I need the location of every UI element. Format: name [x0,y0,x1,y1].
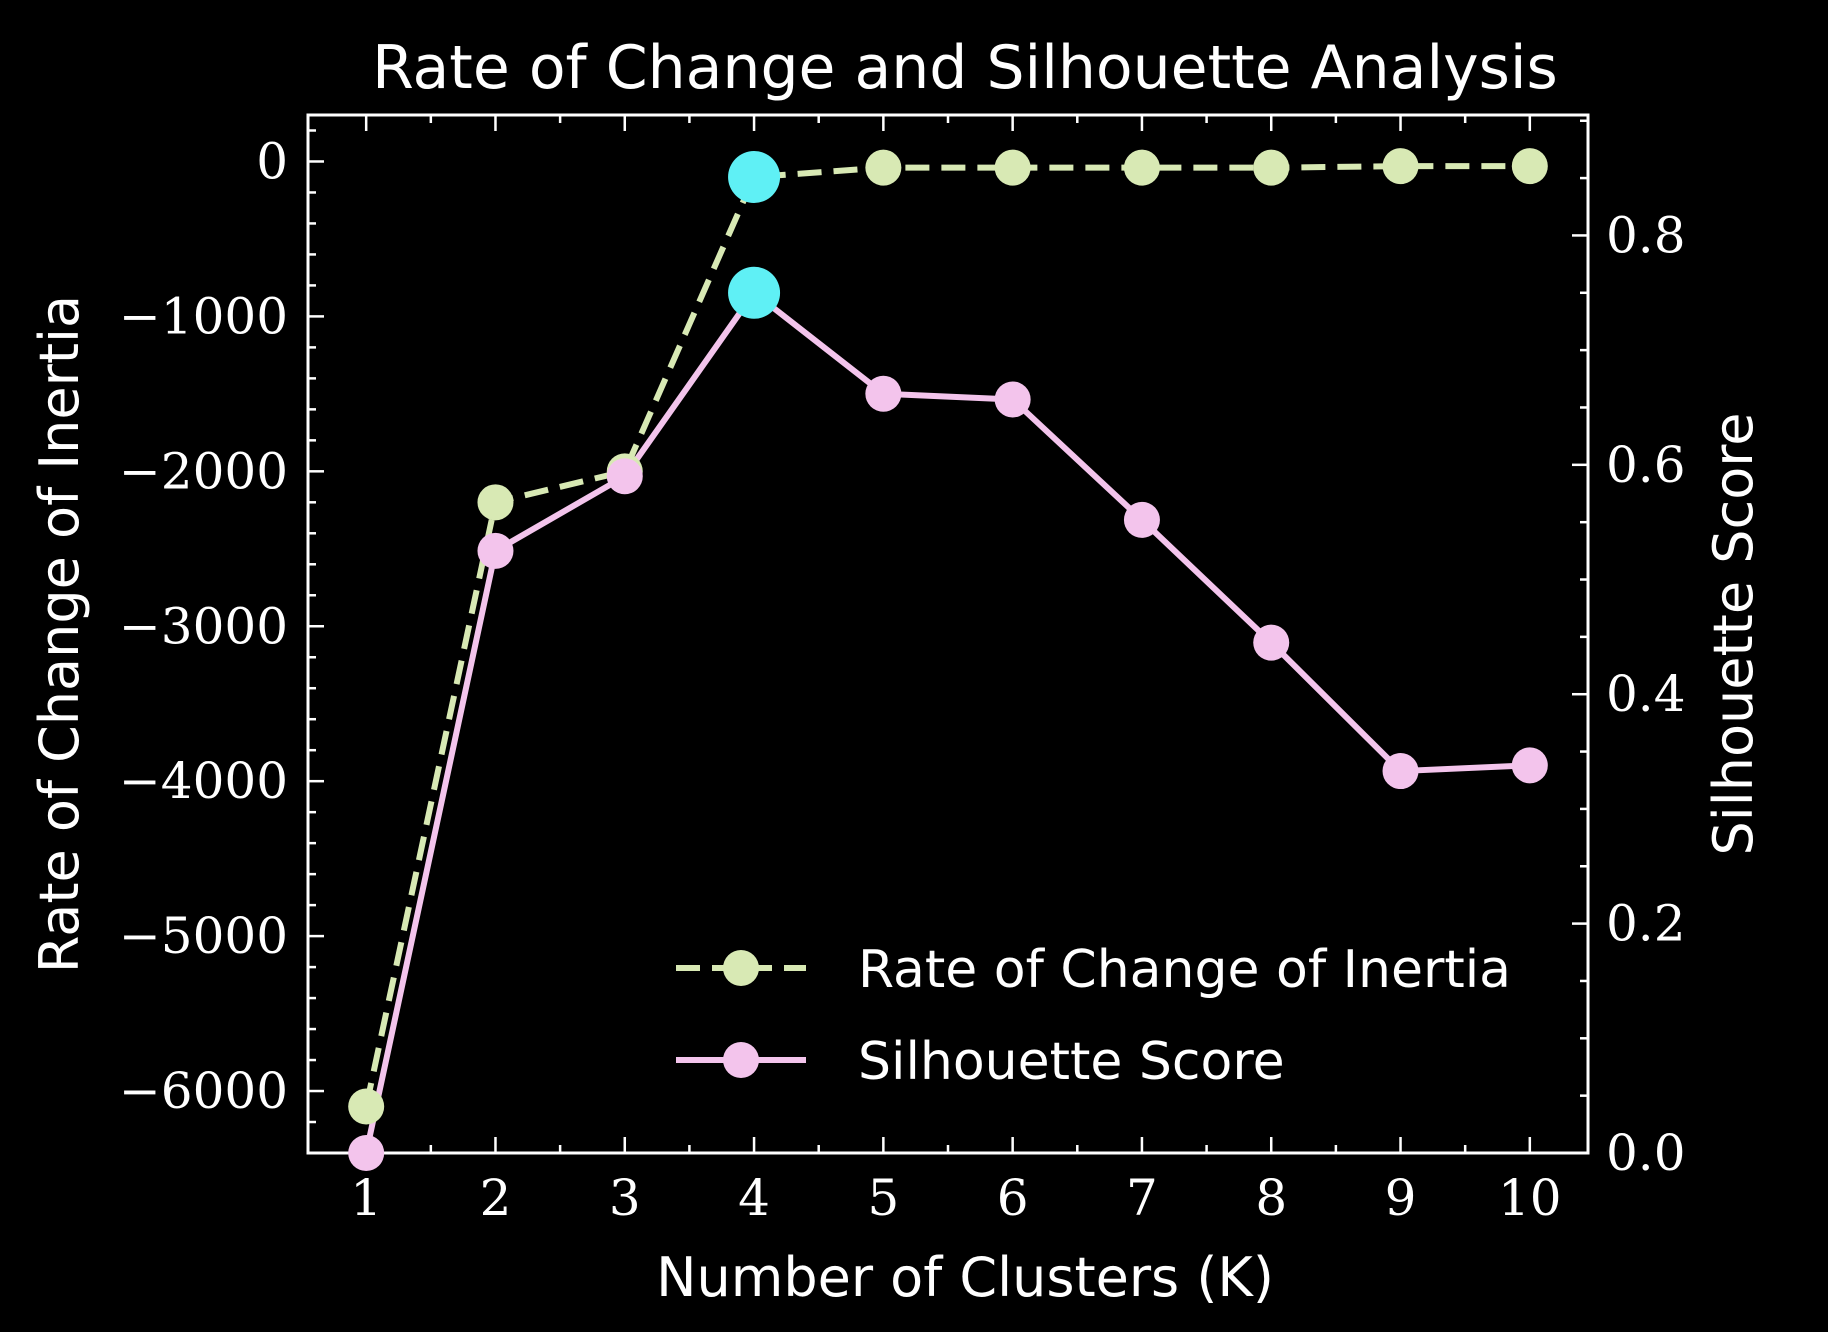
silhouette-point [1123,501,1160,538]
silhouette-point [994,381,1031,418]
x-tick-label: 4 [738,1169,770,1227]
series-markers [348,148,1548,1171]
x-tick-label: 6 [997,1169,1029,1227]
x-tick-label: 5 [867,1169,899,1227]
silhouette-point [1511,747,1548,784]
silhouette-point [865,375,902,412]
inertia-point [865,149,902,186]
series-line-inertia [363,163,1530,1108]
series-line-silhouette [363,289,1530,1154]
legend-label-silhouette: Silhouette Score [858,1032,1285,1092]
x-tick-label: 1 [350,1169,382,1227]
y-axis-label-right: Silhouette Score [1702,413,1765,856]
x-tick-label: 8 [1255,1169,1287,1227]
legend-label-inertia: Rate of Change of Inertia [858,940,1511,1000]
y-tick-label-right: 0.0 [1606,1124,1686,1182]
inertia-point [1511,148,1548,185]
silhouette-point [348,1135,385,1171]
y-tick-label-left: −5000 [119,907,288,965]
tick-labels: 1 2 3 4 5 6 7 8 9 10 0 −1000 −2000 −3000 −4000 −5000 −60… [119,132,1686,1227]
legend-marker-silhouette [723,1042,759,1078]
silhouette-point [1253,624,1290,661]
legend: Rate of Change of Inertia Silhouette Sco… [676,940,1511,1092]
ticks [308,115,1588,1155]
inertia-point [994,149,1031,186]
y-tick-label-right: 0.8 [1606,206,1686,264]
silhouette-point [606,458,643,495]
y-tick-label-left: −4000 [119,752,288,810]
silhouette-point-highlight [728,266,781,319]
x-tick-label: 10 [1498,1169,1562,1227]
legend-marker-inertia [723,950,759,986]
inertia-point [1382,148,1419,185]
x-axis-label: Number of Clusters (K) [656,1246,1274,1309]
inertia-point [1123,149,1160,186]
inertia-point [348,1088,385,1125]
y-tick-label-right: 0.6 [1606,436,1686,494]
y-tick-label-left: −1000 [119,287,288,345]
x-tick-label: 2 [480,1169,512,1227]
silhouette-point [477,532,514,569]
x-tick-label: 7 [1126,1169,1158,1227]
y-tick-label-right: 0.4 [1606,665,1686,723]
y-tick-label-left: −6000 [119,1062,288,1120]
x-tick-label: 9 [1385,1169,1417,1227]
y-tick-label-left: −3000 [119,597,288,655]
y-tick-label-left: −2000 [119,442,288,500]
y-tick-label-right: 0.2 [1606,895,1686,953]
chart-title: Rate of Change and Silhouette Analysis [372,33,1558,103]
inertia-point [1253,149,1290,186]
x-tick-label: 3 [609,1169,641,1227]
series-lines [363,163,1530,1154]
inertia-point-highlight [728,150,781,203]
inertia-point [477,484,514,521]
y-tick-label-left: 0 [256,132,288,190]
y-axis-label-left: Rate of Change of Inertia [28,295,91,973]
silhouette-point [1382,753,1419,790]
